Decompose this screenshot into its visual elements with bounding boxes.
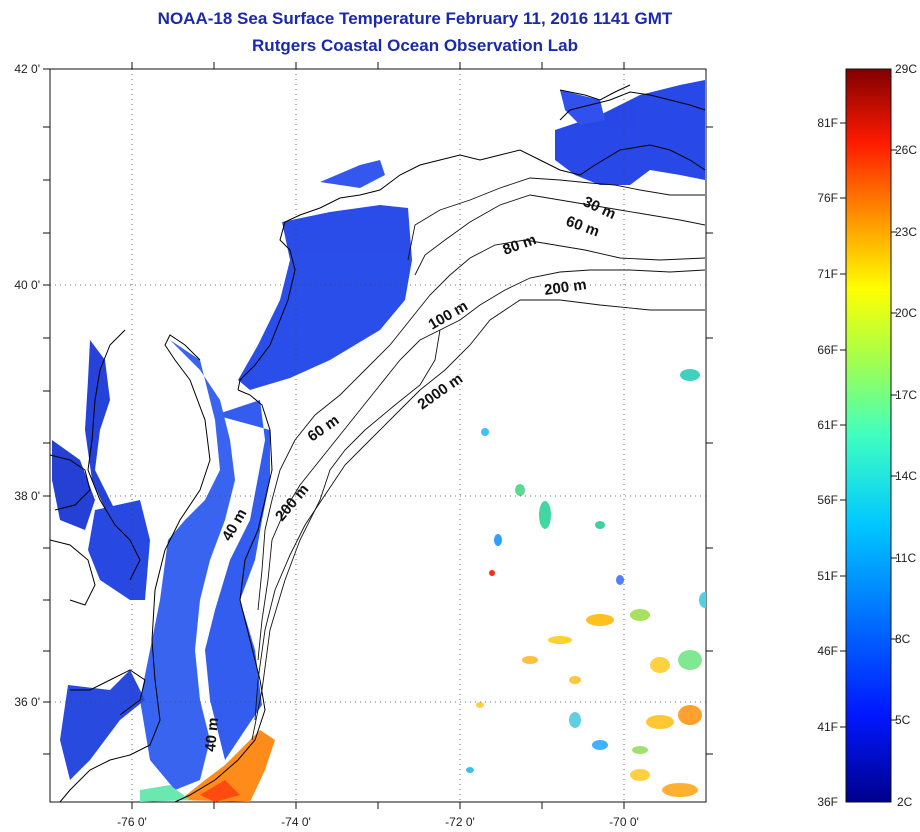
cb-c-29: 29C <box>895 62 917 76</box>
cb-c-8: 8C <box>895 632 911 646</box>
cb-f-46: 46F <box>817 644 838 658</box>
cb-f-81: 81F <box>817 116 838 130</box>
cb-c-2: 2C <box>897 795 913 809</box>
contour-label-200m-north: 200 m <box>543 276 587 299</box>
coastline <box>50 84 706 802</box>
lon-label-74: -74 0' <box>281 815 311 829</box>
lat-label-36: 36 0' <box>14 695 40 709</box>
cb-f-36: 36F <box>817 795 838 809</box>
map-subtitle: Rutgers Coastal Ocean Observation Lab <box>252 36 578 55</box>
cb-f-66: 66F <box>817 343 838 357</box>
cb-f-76: 76F <box>817 191 838 205</box>
cb-f-71: 71F <box>817 267 838 281</box>
cb-c-5: 5C <box>895 713 911 727</box>
colorbar-ticks <box>840 122 897 728</box>
cb-c-20: 20C <box>895 306 917 320</box>
cb-f-51: 51F <box>817 569 838 583</box>
cb-c-11: 11C <box>895 551 916 565</box>
map-title: NOAA-18 Sea Surface Temperature February… <box>157 9 673 28</box>
colorbar <box>845 68 892 803</box>
bathymetry-contours <box>251 177 706 741</box>
graticule <box>50 69 706 802</box>
lat-label-42: 42 0' <box>14 62 40 76</box>
sst-coastal-cold-water <box>52 80 705 790</box>
lon-label-70: -70 0' <box>609 815 639 829</box>
lat-label-40: 40 0' <box>14 278 40 292</box>
lon-label-72: -72 0' <box>445 815 475 829</box>
sst-offshore-patches <box>466 369 706 797</box>
cb-c-14: 14C <box>895 469 917 483</box>
sst-warm-water <box>140 730 275 802</box>
colorbar-fahrenheit-labels: 81F 76F 71F 66F 61F 56F 51F 46F 41F 36F <box>817 116 838 809</box>
colorbar-celsius-labels: 29C 26C 23C 20C 17C 14C 11C 8C 5C 2C <box>895 62 917 809</box>
lat-label-38: 38 0' <box>14 489 40 503</box>
cb-c-17: 17C <box>895 388 917 402</box>
cb-f-61: 61F <box>817 418 838 432</box>
cb-f-56: 56F <box>817 493 838 507</box>
cb-c-23: 23C <box>895 225 917 239</box>
lon-label-76: -76 0' <box>117 815 147 829</box>
axis-ticks <box>43 62 713 809</box>
contour-label-40m-south: 40 m <box>202 717 222 753</box>
cb-f-41: 41F <box>817 720 838 734</box>
cb-c-26: 26C <box>895 143 917 157</box>
